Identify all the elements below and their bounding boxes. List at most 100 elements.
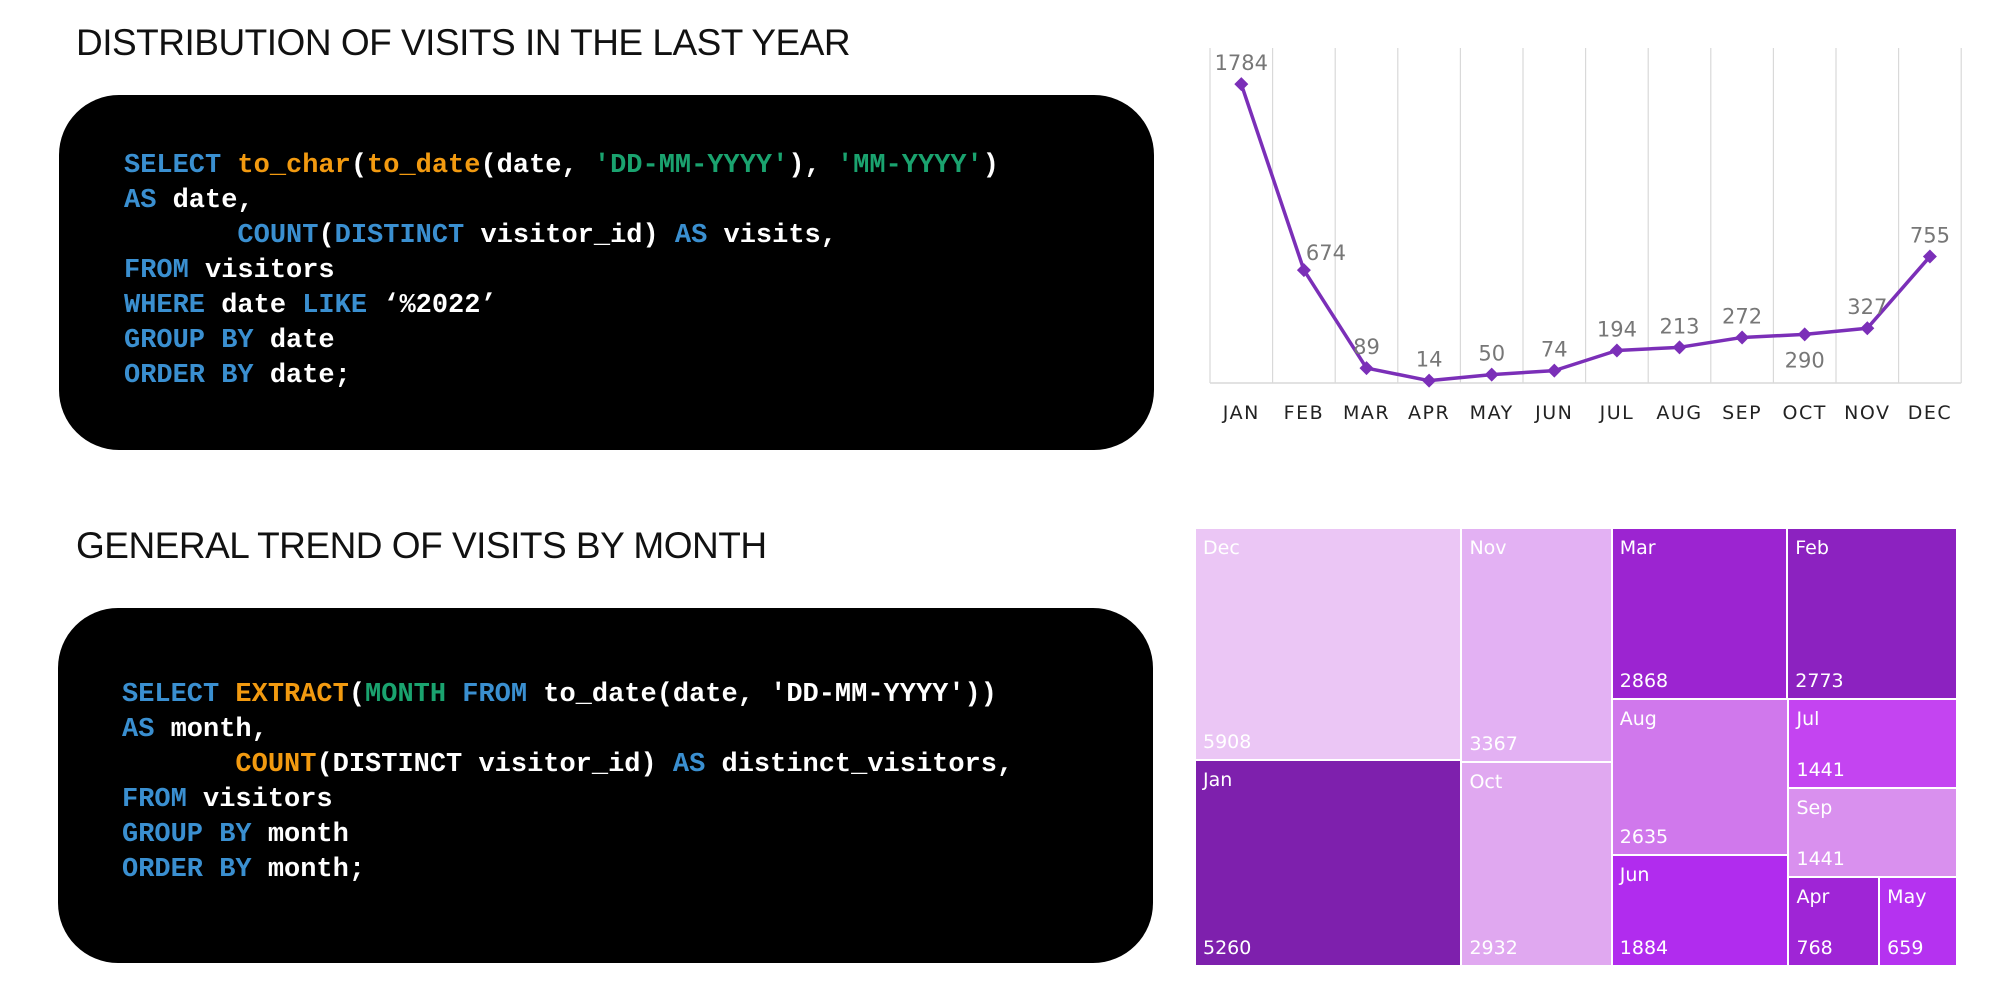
code-token: visitor_id) xyxy=(464,221,675,251)
code-line: GROUP BY month xyxy=(122,818,1013,853)
monthly-visits-line-chart: 1784 674 89 14 50 74 194 213 272 290 327 755 JAN FEB M… xyxy=(1209,48,1962,424)
treemap-tile-label: Apr xyxy=(1796,886,1830,909)
treemap-tile-aug: Aug 2635 xyxy=(1611,698,1789,855)
treemap-tile-value: 2932 xyxy=(1469,936,1518,959)
data-point-marker xyxy=(1672,340,1687,355)
treemap-tile-value: 2773 xyxy=(1795,669,1844,692)
treemap-tile-label: Sep xyxy=(1796,797,1833,820)
treemap-tile-sep: Sep 1441 xyxy=(1788,788,1957,878)
sql-code-block-distribution: SELECT to_char(to_date(date, 'DD-MM-YYYY… xyxy=(59,95,1154,450)
treemap-tile-value: 768 xyxy=(1796,936,1833,959)
code-line: GROUP BY date xyxy=(124,324,999,359)
trend-title: GENERAL TREND OF VISITS BY MONTH xyxy=(76,525,767,566)
code-token: (DISTINCT visitor_id) xyxy=(316,750,673,780)
treemap-tile-feb: Feb 2773 xyxy=(1787,528,1957,699)
data-label: 74 xyxy=(1541,338,1568,362)
data-label: 89 xyxy=(1353,335,1380,359)
x-tick-label: AUG xyxy=(1656,402,1702,424)
code-token: month, xyxy=(170,715,268,745)
code-token: date xyxy=(269,326,335,356)
treemap-tile-nov: Nov 3367 xyxy=(1461,528,1612,763)
treemap-tile-value: 1441 xyxy=(1796,759,1845,782)
data-label: 272 xyxy=(1722,304,1762,328)
data-point-marker xyxy=(1547,363,1562,378)
treemap-tile-dec: Dec 5908 xyxy=(1195,528,1462,760)
code-token: FROM xyxy=(446,680,544,710)
data-label: 50 xyxy=(1478,342,1505,366)
treemap-tile-label: Jul xyxy=(1796,707,1820,730)
code-line: ORDER BY month; xyxy=(122,853,1013,888)
treemap-tile-label: Jan xyxy=(1203,768,1233,791)
code-token: to_char xyxy=(237,151,351,181)
treemap-tile-mar: Mar 2868 xyxy=(1611,528,1788,699)
code-token: distinct_visitors, xyxy=(705,750,1014,780)
code-token: GROUP BY xyxy=(122,820,268,850)
code-token: visits, xyxy=(707,221,837,251)
x-tick-label: JAN xyxy=(1222,402,1260,424)
code-token: COUNT xyxy=(237,221,319,251)
code-token: (date, xyxy=(480,151,594,181)
code-token: AS xyxy=(672,750,706,780)
code-token: EXTRACT xyxy=(235,680,349,710)
code-token: month xyxy=(267,820,349,850)
data-point-marker xyxy=(1234,77,1249,92)
data-point-marker xyxy=(1797,327,1812,342)
code-token: to_date(date, 'DD-MM-YYYY')) xyxy=(543,680,997,710)
code-token: SELECT xyxy=(124,151,238,181)
data-point-marker xyxy=(1359,361,1374,376)
code-token: AS xyxy=(122,715,171,745)
code-token: GROUP BY xyxy=(124,326,270,356)
treemap-tile-value: 5908 xyxy=(1203,730,1252,753)
code-token: 'DD-MM-YYYY' xyxy=(593,151,789,181)
x-tick-label: SEP xyxy=(1722,402,1762,424)
code-token: SELECT xyxy=(122,680,236,710)
treemap-tile-value: 1884 xyxy=(1619,936,1669,959)
treemap-tile-label: Mar xyxy=(1619,537,1656,559)
code-token: FROM xyxy=(124,256,206,286)
sql-code-trend: SELECT EXTRACT(MONTH FROM to_date(date, … xyxy=(122,678,1013,888)
code-token: WHERE xyxy=(124,291,222,321)
code-token: date; xyxy=(269,361,351,391)
code-token: to_date xyxy=(367,151,481,181)
code-token: ( xyxy=(350,151,368,181)
data-label: 755 xyxy=(1910,224,1950,248)
data-point-marker xyxy=(1422,373,1437,388)
treemap-tile-may: May 659 xyxy=(1879,877,1957,966)
treemap-tile-label: Dec xyxy=(1203,537,1240,559)
data-label: 213 xyxy=(1659,314,1699,338)
treemap-tile-value: 3367 xyxy=(1469,733,1518,756)
x-tick-label: FEB xyxy=(1284,402,1324,424)
treemap-tile-label: Feb xyxy=(1795,537,1829,559)
code-token: AS xyxy=(674,221,708,251)
treemap-tile-label: Oct xyxy=(1469,771,1503,794)
data-point-marker xyxy=(1860,321,1875,336)
treemap-tile-jan: Jan 5260 xyxy=(1195,759,1462,966)
treemap-tile-value: 5260 xyxy=(1203,936,1252,959)
treemap-tile-label: Nov xyxy=(1469,537,1507,559)
code-line: AS month, xyxy=(122,713,1013,748)
data-label: 674 xyxy=(1306,241,1346,265)
code-token: ), xyxy=(788,151,837,181)
data-label: 290 xyxy=(1785,348,1825,372)
data-label: 327 xyxy=(1847,295,1887,319)
code-line: WHERE date LIKE ‘%2022’ xyxy=(124,289,999,324)
code-token: month; xyxy=(267,855,366,885)
series-line xyxy=(1239,83,1932,383)
x-tick-label: DEC xyxy=(1908,402,1952,424)
data-point-marker xyxy=(1484,367,1499,382)
code-token: FROM xyxy=(122,785,204,815)
sql-code-distribution: SELECT to_char(to_date(date, 'DD-MM-YYYY… xyxy=(124,149,999,394)
code-token: ( xyxy=(348,680,366,710)
treemap-tile-value: 659 xyxy=(1887,936,1924,959)
data-point-marker xyxy=(1296,263,1311,278)
code-token xyxy=(124,221,237,251)
x-tick-label: MAY xyxy=(1470,402,1514,424)
monthly-visitors-treemap: Dec 5908 Jan 5260 Nov 3367 Oct 2932 Mar 2868 Feb 27… xyxy=(1195,528,1957,966)
code-token: MONTH xyxy=(365,680,447,710)
data-point-marker xyxy=(1609,343,1624,358)
code-token: DISTINCT xyxy=(334,221,465,251)
code-token: LIKE xyxy=(302,291,384,321)
code-token: COUNT xyxy=(235,750,317,780)
code-token: ORDER BY xyxy=(122,855,268,885)
treemap-tile-value: 2635 xyxy=(1619,825,1669,848)
